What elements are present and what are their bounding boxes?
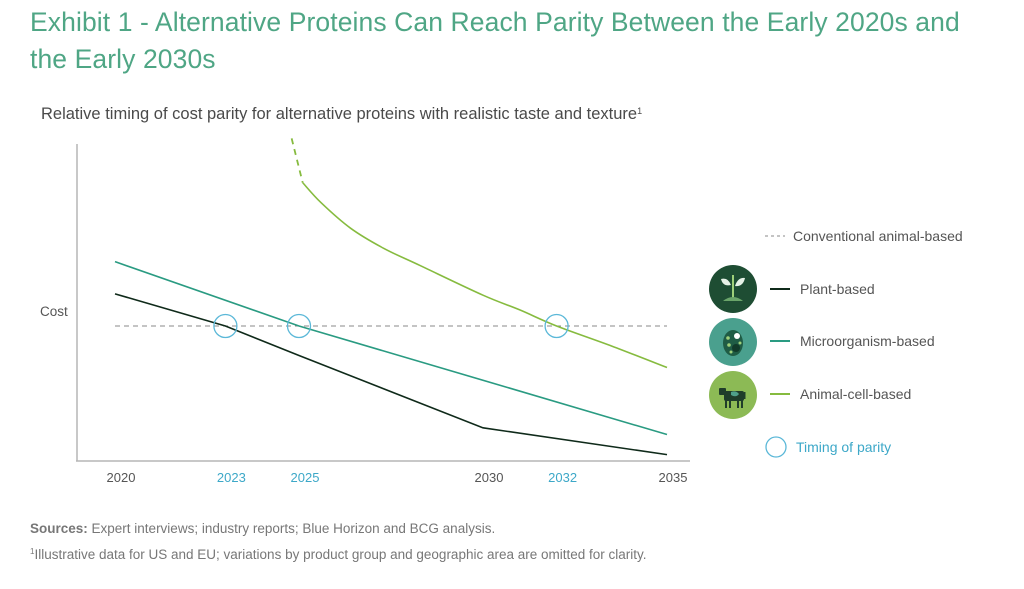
legend-label: Animal-cell-based — [800, 386, 912, 402]
legend-label: Timing of parity — [796, 439, 892, 455]
legend-swatch — [770, 288, 790, 290]
x-tick-2025: 2025 — [290, 470, 320, 485]
legend-swatches — [765, 235, 787, 458]
sources-label: Sources: — [30, 521, 88, 536]
sources-note: Sources: Expert interviews; industry rep… — [30, 521, 495, 536]
footnote-marker: 1 — [637, 106, 643, 116]
cow-icon — [709, 371, 757, 419]
series-line-animal-cell-based — [302, 182, 668, 369]
x-tick-2032: 2032 — [548, 470, 578, 485]
legend-item-conventional: Conventional animal-based — [793, 228, 963, 244]
legend-swatch — [770, 393, 790, 395]
parity-marker-layer — [213, 313, 569, 339]
exhibit-title: Exhibit 1 - Alternative Proteins Can Rea… — [30, 7, 960, 74]
legend-label: Plant-based — [800, 281, 875, 297]
legend-label: Microorganism-based — [800, 333, 935, 349]
legend-item-plant: Plant-based — [770, 281, 875, 297]
parity-marker-2025 — [286, 313, 312, 339]
subtitle-text: Relative timing of cost parity for alter… — [41, 105, 638, 123]
sources-text: Expert interviews; industry reports; Blu… — [87, 521, 496, 536]
series-line-plant-based — [114, 293, 668, 456]
legend-swatch-timing-of-parity — [765, 436, 787, 458]
series-lead-in-animal-cell-based — [290, 138, 304, 183]
chart-subtitle: Relative timing of cost parity for alter… — [41, 105, 642, 124]
x-tick-2035: 2035 — [658, 470, 688, 485]
parity-marker-2023 — [213, 313, 238, 339]
legend-swatch — [770, 340, 790, 342]
legend-item-timing-of-parity: Timing of parity — [796, 439, 891, 455]
footnote: 1Illustrative data for US and EU; variat… — [30, 547, 647, 562]
x-tick-2020: 2020 — [106, 470, 136, 485]
footnote-marker: 1 — [30, 547, 35, 556]
x-tick-2030: 2030 — [474, 470, 504, 485]
microorganism-cell-icon — [709, 318, 757, 366]
x-tick-2023: 2023 — [216, 470, 246, 485]
series-layer — [114, 138, 668, 456]
footnote-text: Illustrative data for US and EU; variati… — [34, 547, 647, 562]
legend-label: Conventional animal-based — [793, 228, 963, 244]
series-line-microorganism-based — [114, 260, 668, 436]
y-axis-label: Cost — [40, 304, 68, 319]
legend-item-microorganism: Microorganism-based — [770, 333, 935, 349]
legend-item-animal-cell: Animal-cell-based — [770, 386, 911, 402]
parity-marker-2032 — [544, 313, 569, 339]
plant-sprout-icon — [709, 265, 757, 313]
